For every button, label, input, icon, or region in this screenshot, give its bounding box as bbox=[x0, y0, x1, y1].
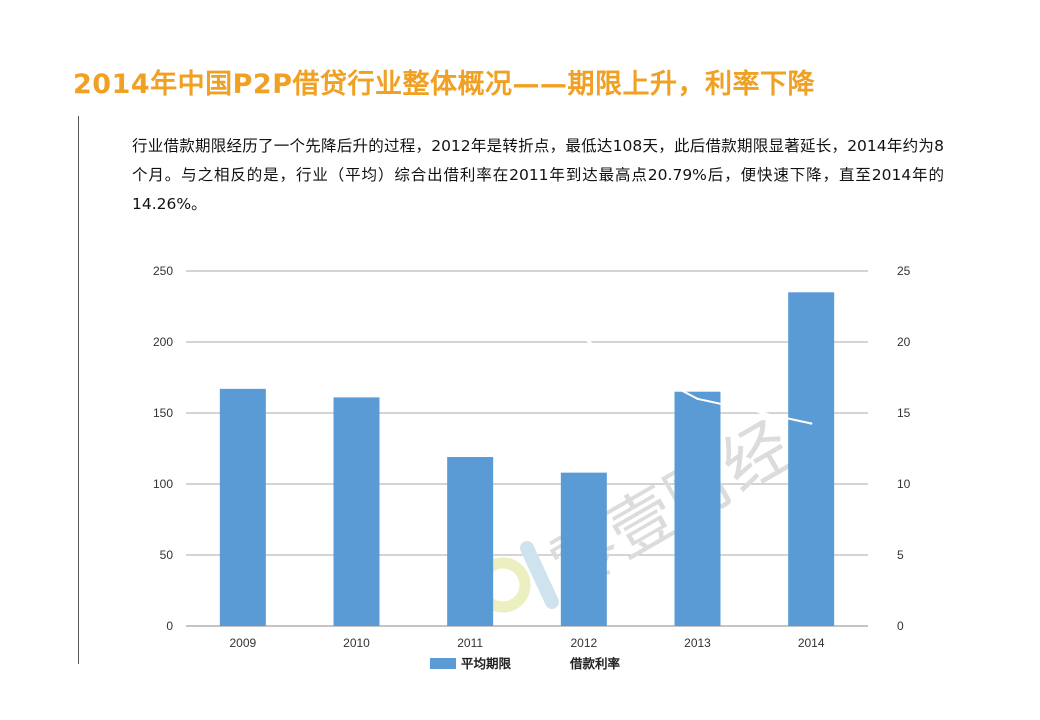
bar-2011 bbox=[447, 457, 494, 626]
y-right-tick-label: 0 bbox=[897, 619, 904, 633]
bar-2009 bbox=[219, 388, 266, 626]
side-divider bbox=[78, 116, 79, 664]
y-right-tick-label: 20 bbox=[897, 335, 911, 349]
axes: 0 50 100 150 200 250 0 5 10 15 20 25 2009 2010 2011 201… bbox=[153, 264, 911, 650]
description-paragraph: 行业借款期限经历了一个先降后升的过程，2012年是转折点，最低达108天，此后借… bbox=[132, 137, 944, 213]
legend-swatch-bar bbox=[430, 658, 456, 669]
x-tick-label: 2009 bbox=[229, 636, 256, 650]
page-title: 2014年中国P2P借贷行业整体概况——期限上升，利率下降 bbox=[73, 69, 816, 100]
y-left-tick-label: 250 bbox=[153, 264, 173, 278]
line-series bbox=[468, 329, 813, 425]
rate-point-1 bbox=[582, 337, 586, 341]
x-tick-label: 2010 bbox=[343, 636, 370, 650]
legend-label-line: 借款利率 bbox=[569, 656, 621, 671]
y-left-tick-label: 150 bbox=[153, 406, 173, 420]
y-right-tick-label: 5 bbox=[897, 548, 904, 562]
rate-point-0 bbox=[468, 329, 472, 332]
y-left-tick-label: 100 bbox=[153, 477, 173, 491]
y-right-tick-label: 25 bbox=[897, 264, 911, 278]
x-tick-label: 2014 bbox=[798, 636, 825, 650]
bar-2014 bbox=[788, 292, 835, 626]
y-right-tick-label: 10 bbox=[897, 477, 911, 491]
y-left-tick-label: 200 bbox=[153, 335, 173, 349]
legend-label-bar: 平均期限 bbox=[461, 656, 512, 671]
bar-series bbox=[219, 292, 835, 626]
x-tick-label: 2012 bbox=[570, 636, 597, 650]
bar-2013 bbox=[674, 391, 721, 626]
legend: 平均期限 借款利率 bbox=[430, 656, 621, 671]
y-left-tick-label: 0 bbox=[166, 619, 173, 633]
bar-2010 bbox=[333, 397, 380, 626]
bar-2012 bbox=[560, 472, 607, 626]
y-left-tick-label: 50 bbox=[160, 548, 174, 562]
y-right-tick-label: 15 bbox=[897, 406, 911, 420]
x-tick-label: 2013 bbox=[684, 636, 711, 650]
rate-point-3 bbox=[809, 422, 813, 425]
rate-point-2 bbox=[696, 397, 699, 400]
x-tick-label: 2011 bbox=[457, 636, 483, 650]
watermark: 零壹财经 bbox=[475, 407, 805, 613]
rate-line bbox=[470, 329, 812, 425]
